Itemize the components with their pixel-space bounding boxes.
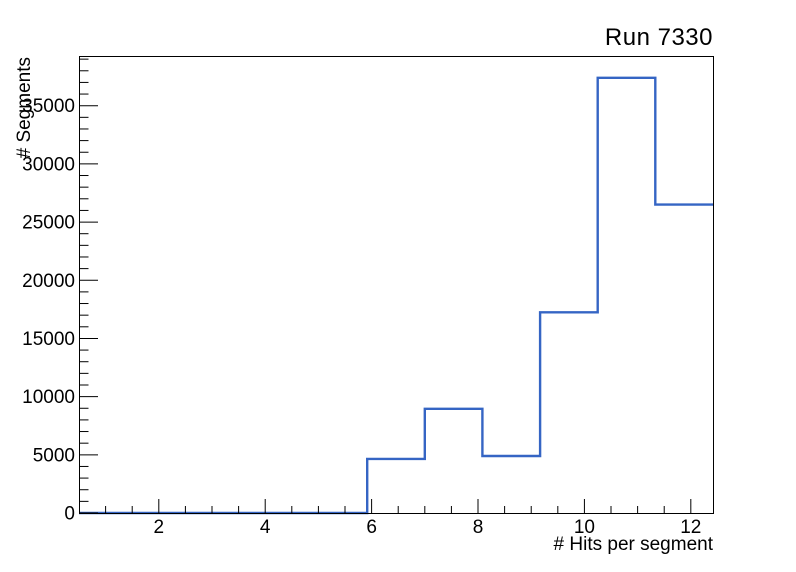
y-axis-tick-labels: 0 5000 10000 15000 20000 25000 30000 35000 [22, 96, 75, 524]
x-tick-label: 12 [680, 517, 701, 538]
y-tick-label: 20000 [22, 271, 75, 292]
y-axis-title: # Segments [14, 57, 35, 158]
y-tick-label: 30000 [22, 154, 75, 175]
y-tick-label: 10000 [22, 387, 75, 408]
y-tick-label: 0 [64, 504, 75, 525]
x-axis-tick-labels: 2 4 6 8 10 12 [154, 517, 702, 538]
chart-title: Run 7330 [605, 24, 713, 51]
histogram-step-line [79, 76, 713, 515]
y-tick-label: 25000 [22, 213, 75, 234]
x-axis-ticks [105, 499, 692, 513]
y-tick-label: 15000 [22, 329, 75, 350]
x-tick-label: 8 [473, 517, 484, 538]
x-tick-label: 6 [366, 517, 377, 538]
y-tick-label: 5000 [33, 445, 75, 466]
y-tick-label: 35000 [22, 96, 75, 117]
x-tick-label: 2 [154, 517, 165, 538]
y-axis-ticks [79, 58, 98, 514]
x-axis-title: # Hits per segment [554, 534, 714, 555]
plot-frame [79, 56, 714, 514]
x-tick-label: 10 [574, 517, 595, 538]
x-tick-label: 4 [260, 517, 271, 538]
